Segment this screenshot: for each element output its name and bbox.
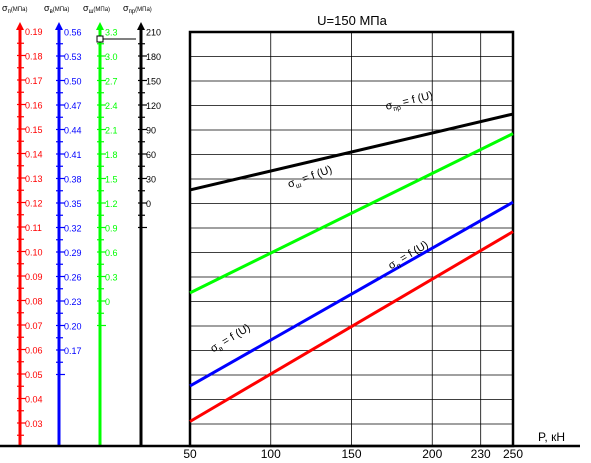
y-axis-n: 0.03 0.04 0.05 0.06 0.07 0.08 0.09 0.10 0.11 0.12… bbox=[2, 3, 43, 446]
y-axis-arrow-sh bbox=[96, 22, 104, 30]
cursor-marker bbox=[96, 35, 136, 43]
y-tick-label-sh-5: 1.5 bbox=[105, 175, 118, 185]
y-tick-label-sh-7: 2.1 bbox=[105, 126, 118, 136]
x-tick-label-1: 100 bbox=[261, 447, 281, 461]
y-axes-group: 0.03 0.04 0.05 0.06 0.07 0.08 0.09 0.10 0.11 0.12… bbox=[2, 3, 161, 446]
x-axis-label: P, кН bbox=[538, 430, 565, 444]
y-tick-label-n-16: 0.19 bbox=[25, 27, 43, 37]
y-tick-label-n-10: 0.13 bbox=[25, 174, 43, 184]
y-tick-label-v-5: 0.32 bbox=[64, 224, 82, 234]
y-axis-title-pr: σпр(МПа) bbox=[123, 3, 152, 15]
y-tick-label-n-0: 0.03 bbox=[25, 419, 43, 429]
y-tick-label-sh-10: 3.0 bbox=[105, 52, 118, 62]
y-tick-label-n-2: 0.05 bbox=[25, 370, 43, 380]
cursor-handle[interactable] bbox=[96, 35, 104, 43]
series-label-n: σп = f (U) bbox=[386, 239, 431, 274]
y-tick-label-v-3: 0.26 bbox=[64, 273, 82, 283]
y-tick-label-sh-3: 0.9 bbox=[105, 224, 118, 234]
y-tick-label-pr-1: 30 bbox=[146, 175, 156, 185]
y-tick-label-n-3: 0.06 bbox=[25, 346, 43, 356]
y-tick-label-n-6: 0.09 bbox=[25, 272, 43, 282]
series-label-v: σв = f (U) bbox=[208, 322, 253, 357]
y-axis-title-n: σп(МПа) bbox=[2, 3, 27, 15]
x-tick-labels: 50 100 150 200 230 250 bbox=[183, 447, 523, 461]
y-tick-label-n-9: 0.12 bbox=[25, 199, 43, 209]
y-tick-label-v-6: 0.35 bbox=[64, 199, 82, 209]
y-tick-label-n-13: 0.16 bbox=[25, 101, 43, 111]
y-axis-sh: 0 0.3 0.6 0.9 1.2 1.5 1.8 2.1 2.4 2.7 3.0 3.3 σш(МПа… bbox=[83, 3, 118, 446]
y-tick-label-sh-4: 1.2 bbox=[105, 199, 118, 209]
y-axis-title-v: σв(МПа) bbox=[44, 3, 69, 15]
x-tick-label-4: 230 bbox=[471, 447, 491, 461]
x-tick-label-5: 250 bbox=[503, 447, 523, 461]
y-tick-label-pr-6: 180 bbox=[146, 52, 161, 62]
y-tick-label-v-4: 0.29 bbox=[64, 248, 82, 258]
y-axis-title-sh: σш(МПа) bbox=[83, 3, 110, 15]
y-tick-label-pr-2: 60 bbox=[146, 150, 156, 160]
y-axis-pr: 0 30 60 90 120 150 180 210 σпр(МПа) bbox=[123, 3, 161, 446]
grid-lines bbox=[190, 32, 513, 446]
chart-title: U=150 МПа bbox=[317, 13, 387, 28]
y-tick-label-n-4: 0.07 bbox=[25, 321, 43, 331]
y-tick-label-n-8: 0.11 bbox=[25, 223, 42, 233]
y-tick-label-pr-3: 90 bbox=[146, 126, 156, 136]
y-tick-label-pr-5: 150 bbox=[146, 77, 161, 87]
series-label-pr: σпр = f (U) bbox=[384, 89, 434, 114]
y-tick-label-v-13: 0.56 bbox=[64, 28, 82, 38]
y-tick-label-pr-0: 0 bbox=[146, 199, 151, 209]
series-line-sh bbox=[189, 132, 514, 295]
y-tick-label-v-7: 0.38 bbox=[64, 175, 82, 185]
y-tick-label-v-12: 0.53 bbox=[64, 52, 82, 62]
y-axis-arrow-v bbox=[55, 22, 63, 30]
plot-area: σпр = f (U) σш = f (U) σв = f (U) σп = f (U… bbox=[188, 30, 515, 448]
y-tick-label-v-0: 0.17 bbox=[64, 346, 82, 356]
y-tick-label-n-1: 0.04 bbox=[25, 395, 43, 405]
y-tick-label-sh-0: 0 bbox=[105, 297, 110, 307]
x-tick-label-0: 50 bbox=[183, 447, 197, 461]
y-axis-arrow-n bbox=[16, 22, 24, 30]
y-tick-label-sh-8: 2.4 bbox=[105, 101, 118, 111]
y-tick-label-sh-11: 3.3 bbox=[105, 28, 118, 38]
series-line-pr bbox=[189, 112, 514, 192]
y-tick-label-sh-2: 0.6 bbox=[105, 248, 118, 258]
y-axis-v: 0.17 0.20 0.23 0.26 0.29 0.32 0.35 0.38 0.41 0.44… bbox=[44, 3, 82, 446]
y-tick-label-v-1: 0.20 bbox=[64, 322, 82, 332]
series-line-n bbox=[189, 230, 514, 423]
y-tick-label-n-12: 0.15 bbox=[25, 125, 43, 135]
y-tick-label-pr-7: 210 bbox=[146, 28, 161, 38]
y-tick-label-pr-4: 120 bbox=[146, 101, 161, 111]
y-tick-label-sh-1: 0.3 bbox=[105, 273, 118, 283]
y-tick-label-n-7: 0.10 bbox=[25, 248, 43, 258]
y-tick-label-n-5: 0.08 bbox=[25, 297, 43, 307]
y-tick-label-v-11: 0.50 bbox=[64, 77, 82, 87]
y-tick-label-v-2: 0.23 bbox=[64, 297, 82, 307]
y-tick-label-n-15: 0.18 bbox=[25, 52, 43, 62]
y-tick-label-v-10: 0.47 bbox=[64, 101, 82, 111]
y-tick-label-sh-6: 1.8 bbox=[105, 150, 118, 160]
x-tick-label-2: 150 bbox=[341, 447, 361, 461]
y-tick-label-v-8: 0.41 bbox=[64, 150, 82, 160]
series-line-v bbox=[189, 200, 514, 388]
y-tick-label-n-14: 0.17 bbox=[25, 76, 43, 86]
series-label-sh: σш = f (U) bbox=[286, 164, 334, 193]
y-axis-arrow-pr bbox=[137, 22, 145, 30]
y-tick-label-n-11: 0.14 bbox=[25, 150, 43, 160]
y-tick-label-v-9: 0.44 bbox=[64, 126, 82, 136]
x-tick-label-3: 200 bbox=[422, 447, 442, 461]
y-tick-label-sh-9: 2.7 bbox=[105, 77, 118, 87]
